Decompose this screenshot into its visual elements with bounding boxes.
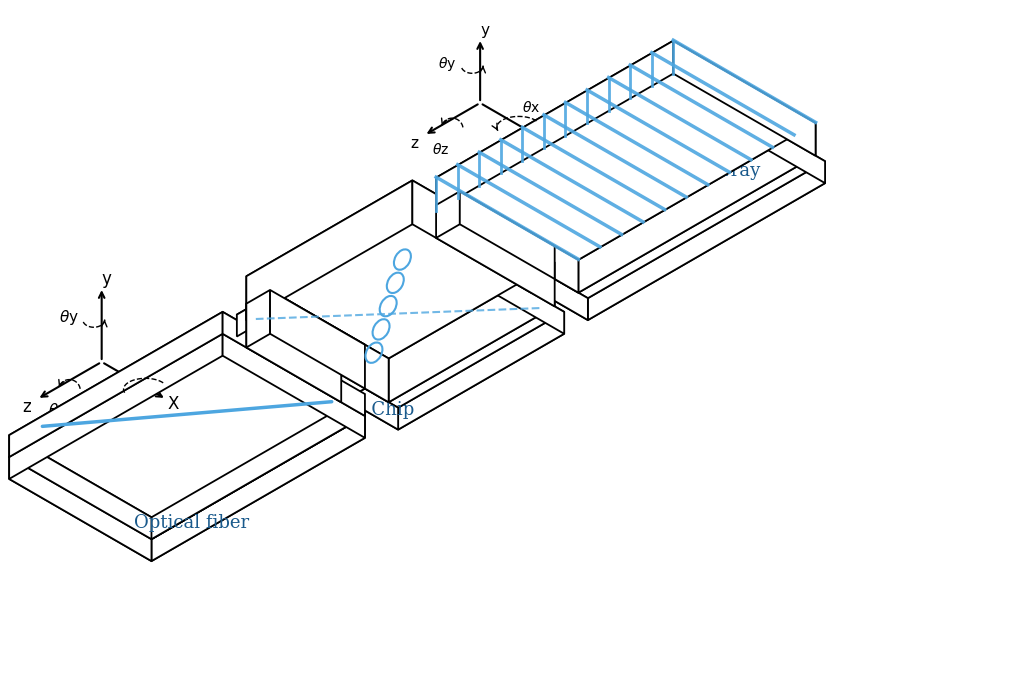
Polygon shape: [579, 123, 815, 293]
Polygon shape: [588, 161, 825, 320]
Polygon shape: [247, 290, 365, 359]
Polygon shape: [152, 416, 365, 561]
Polygon shape: [270, 290, 365, 389]
Polygon shape: [436, 192, 460, 238]
Polygon shape: [237, 219, 564, 408]
Polygon shape: [9, 312, 222, 457]
Polygon shape: [341, 344, 365, 402]
Polygon shape: [9, 356, 365, 561]
Polygon shape: [398, 312, 564, 430]
Text: PLC Chip: PLC Chip: [328, 401, 415, 419]
Text: $\theta$z: $\theta$z: [48, 402, 67, 419]
Text: $\theta$y: $\theta$y: [58, 308, 79, 327]
Text: Fiber Optic Array: Fiber Optic Array: [599, 162, 760, 181]
Polygon shape: [9, 333, 365, 539]
Text: z: z: [410, 136, 418, 151]
Polygon shape: [247, 290, 270, 347]
Polygon shape: [436, 41, 673, 211]
Polygon shape: [436, 192, 555, 260]
Polygon shape: [237, 314, 398, 430]
Polygon shape: [247, 303, 341, 402]
Polygon shape: [9, 457, 152, 561]
Text: X: X: [168, 396, 179, 413]
Text: $\theta$x: $\theta$x: [521, 100, 540, 115]
Text: y: y: [480, 23, 489, 38]
Polygon shape: [9, 312, 365, 517]
Polygon shape: [460, 192, 555, 279]
Polygon shape: [427, 205, 588, 320]
Polygon shape: [664, 68, 825, 183]
Text: z: z: [23, 398, 32, 416]
Polygon shape: [222, 333, 365, 438]
Polygon shape: [427, 68, 825, 298]
Text: $\theta$z: $\theta$z: [431, 142, 449, 157]
Polygon shape: [436, 74, 815, 293]
Polygon shape: [531, 246, 555, 293]
Polygon shape: [402, 219, 564, 333]
Polygon shape: [9, 435, 152, 539]
Polygon shape: [247, 276, 389, 402]
Polygon shape: [427, 90, 825, 320]
Text: $\theta$y: $\theta$y: [438, 55, 457, 73]
Polygon shape: [413, 181, 555, 306]
Polygon shape: [436, 178, 579, 293]
Polygon shape: [9, 333, 222, 479]
Polygon shape: [152, 394, 365, 539]
Polygon shape: [389, 263, 555, 402]
Polygon shape: [237, 219, 402, 336]
Text: Optical fiber: Optical fiber: [134, 514, 249, 532]
Polygon shape: [436, 224, 555, 293]
Polygon shape: [436, 205, 531, 293]
Polygon shape: [427, 68, 664, 227]
Text: $\theta$x: $\theta$x: [147, 361, 167, 377]
Text: X: X: [538, 133, 549, 148]
Polygon shape: [247, 181, 555, 359]
Polygon shape: [222, 312, 365, 416]
Polygon shape: [247, 181, 413, 320]
Polygon shape: [237, 241, 564, 430]
Polygon shape: [436, 41, 815, 260]
Polygon shape: [247, 224, 555, 402]
Text: y: y: [101, 270, 112, 288]
Polygon shape: [9, 333, 365, 539]
Polygon shape: [673, 41, 815, 155]
Polygon shape: [247, 333, 365, 402]
